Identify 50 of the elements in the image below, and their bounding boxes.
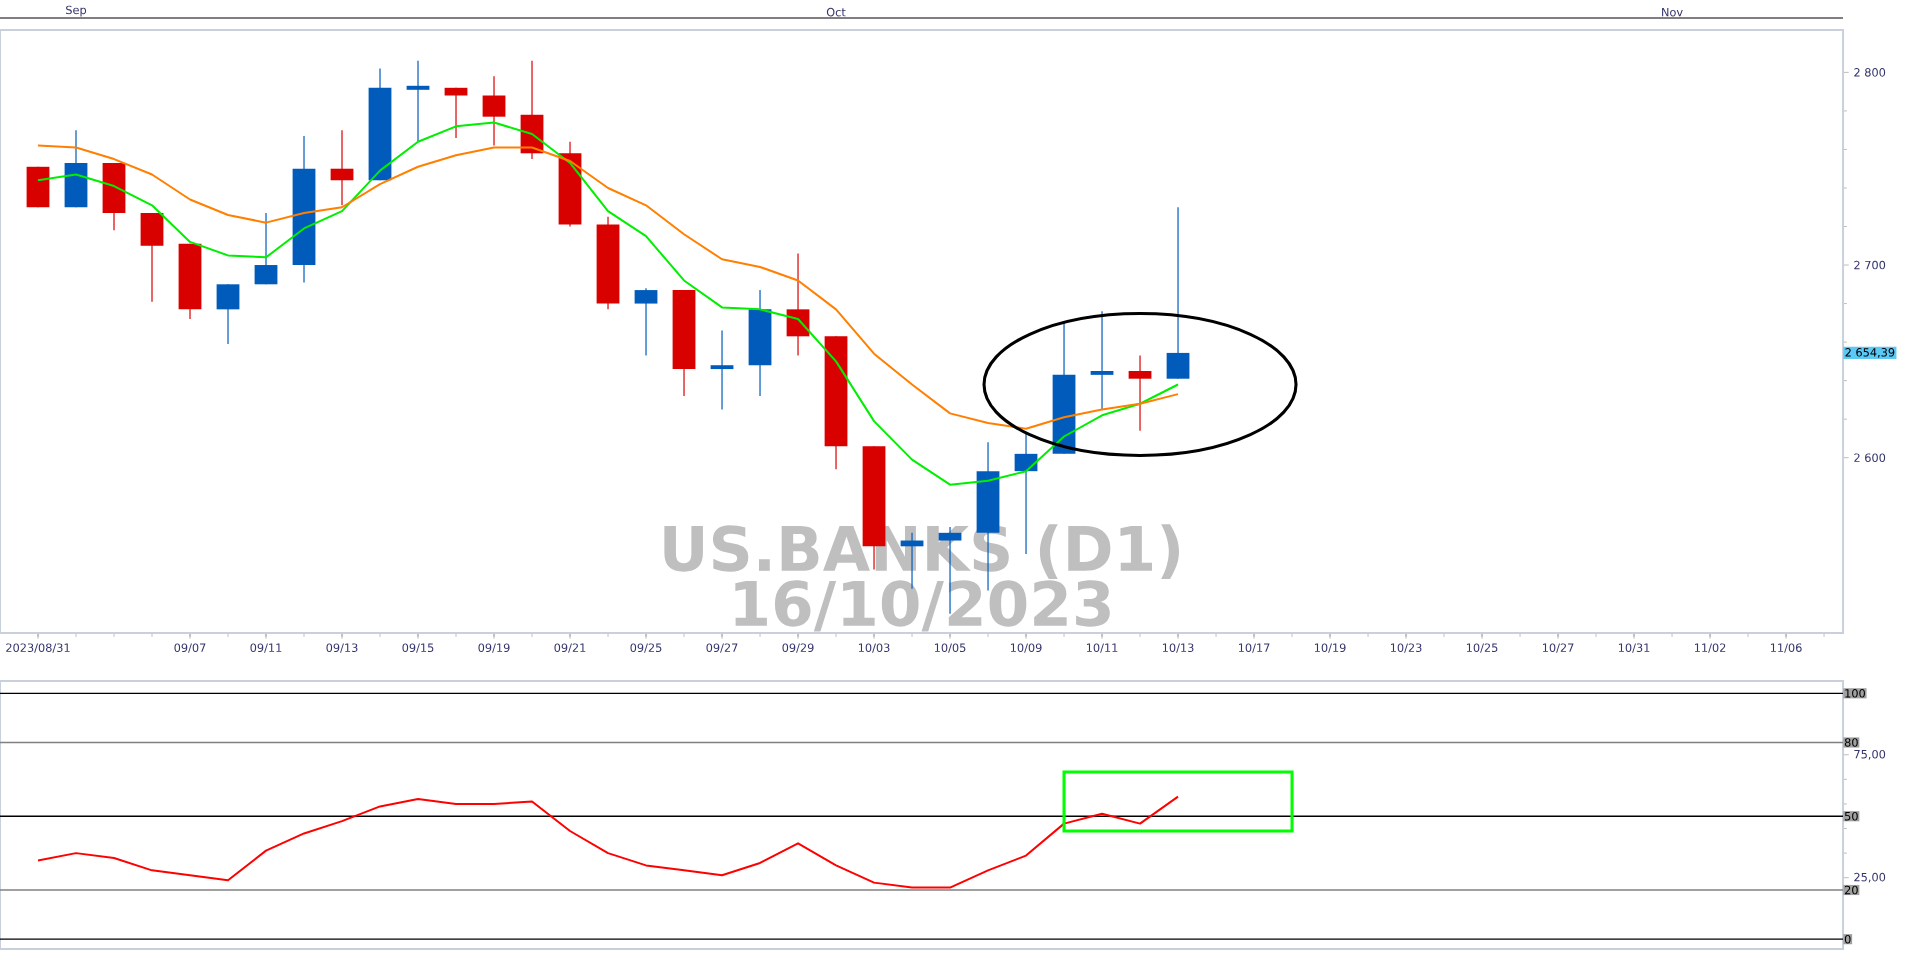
text: Oct: [826, 7, 846, 17]
text: 16/10/2023: [735, 580, 1110, 632]
x-tick-label: 10/09: [1010, 643, 1042, 653]
x-tick-label: 10/11: [1086, 643, 1118, 653]
x-tick-label: 2023/08/31: [6, 643, 70, 653]
x-tick-label: 09/19: [478, 643, 510, 653]
line-series: [37, 121, 1180, 486]
ref-line-label: 50: [1844, 811, 1858, 821]
candlestick: [710, 329, 734, 411]
ref-line-label: 20: [1844, 885, 1858, 895]
candlestick: [1128, 354, 1152, 432]
y-tick-label: 2 800: [1854, 68, 1886, 77]
line-series: [37, 795, 1180, 889]
candlestick: [406, 60, 430, 143]
x-tick-label: 09/07: [174, 643, 206, 653]
ref-line-label: 80: [1844, 738, 1858, 747]
candlestick: [1090, 310, 1114, 411]
x-tick-label: 11/02: [1694, 643, 1726, 653]
text: 2 654,39: [1845, 348, 1895, 358]
x-tick-label: 10/27: [1542, 643, 1574, 653]
ref-line-label: 100: [1845, 689, 1865, 698]
candlestick: [254, 212, 278, 285]
x-tick-label: 10/05: [934, 643, 966, 653]
x-tick-label: 10/31: [1618, 643, 1650, 653]
candlestick: [482, 75, 506, 147]
x-tick-label: 09/29: [782, 643, 814, 653]
line-series: [37, 144, 1180, 430]
text: Nov: [1662, 7, 1683, 17]
candlestick: [444, 87, 468, 139]
x-tick-label: 09/13: [326, 643, 358, 653]
x-tick-label: 10/25: [1466, 643, 1498, 653]
x-tick-label: 09/11: [250, 643, 282, 653]
x-tick-label: 10/13: [1162, 643, 1194, 653]
x-tick-label: 11/06: [1770, 643, 1802, 653]
ref-line-label: 0: [1844, 934, 1851, 944]
x-tick-label: 10/19: [1314, 643, 1346, 653]
x-tick-label: 09/21: [554, 643, 586, 653]
x-tick-label: 10/17: [1238, 643, 1270, 653]
x-tick-label: 10/23: [1390, 643, 1422, 653]
y-tick-label: 2 700: [1854, 260, 1886, 270]
text: Sep: [66, 5, 87, 17]
candlestick: [330, 129, 354, 206]
candlestick: [634, 287, 658, 357]
x-tick-label: 10/03: [858, 643, 890, 653]
y-tick-label: 75,00: [1854, 749, 1886, 760]
x-tick-label: 09/27: [706, 643, 738, 653]
x-tick-label: 09/25: [630, 643, 662, 653]
y-tick-label: 2 600: [1854, 453, 1886, 462]
x-tick-label: 09/15: [402, 643, 434, 653]
y-tick-label: 25,00: [1854, 872, 1886, 883]
